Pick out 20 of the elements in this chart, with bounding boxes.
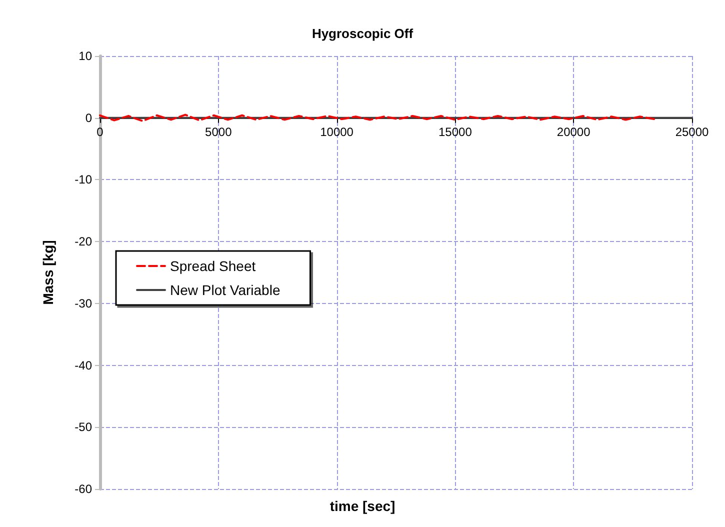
x-tick-label: 10000 [320,124,354,139]
legend-label: New Plot Variable [170,282,280,298]
y-tick-label: -60 [74,482,92,496]
y-tick-label: 0 [85,110,92,125]
line-series [99,114,656,122]
x-tick-label: 20000 [556,124,591,139]
y-tick-label: -30 [74,296,92,310]
x-tick-label: 25000 [675,124,710,139]
legend-label: Spread Sheet [170,258,256,274]
x-tick-label: 0 [96,124,104,139]
y-axis-title: Mass [kg] [40,240,56,305]
x-axis-title: time [sec] [330,498,396,514]
y-tick-label: -10 [74,172,92,187]
x-tick-label: 15000 [438,124,472,139]
y-tick-label: 10 [78,49,92,63]
y-tick-label: -50 [74,420,92,434]
y-tick-label: -20 [74,234,92,249]
x-tick-label: 5000 [205,124,232,139]
y-tick-label: -40 [74,358,92,372]
chart-title: Hygroscopic Off [312,26,414,41]
